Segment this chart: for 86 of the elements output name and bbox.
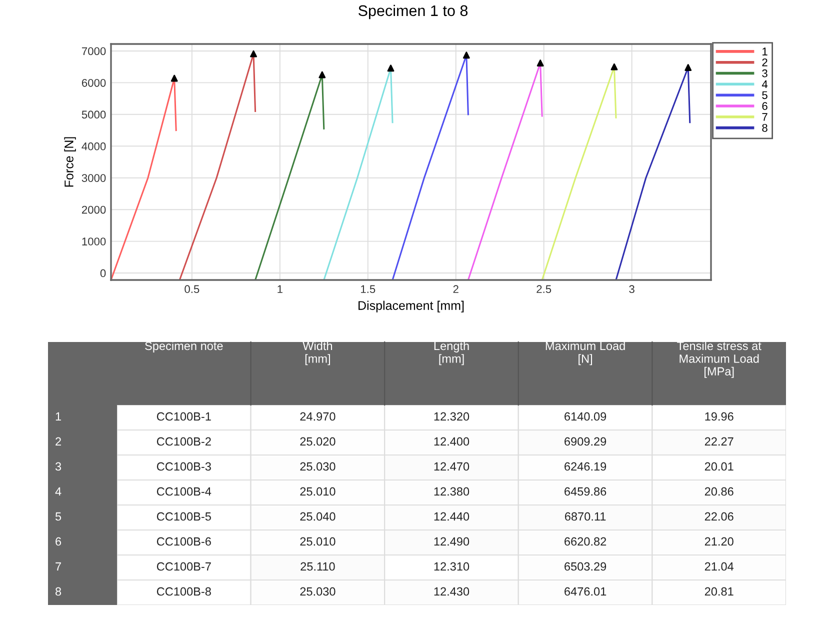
data-label: 21.20 [704,537,734,546]
data-label: 12.470 [434,462,470,471]
y-tick-label: 1 [56,412,61,421]
data-label: 22.06 [704,512,734,521]
point [250,50,257,58]
y-tick-label: 3 [55,462,62,471]
data-label: 6503.29 [564,562,606,571]
data-label: 25.010 [300,487,336,496]
text: CC100B-7 [156,562,211,571]
legend-label: 3 [762,69,768,78]
data-label: 6909.29 [564,437,606,446]
data-label: 6476.01 [564,587,606,596]
text: CC100B-6 [156,537,211,546]
y-tick-label: 4 [55,487,62,496]
point [170,74,178,82]
text: CC100B-8 [156,587,211,596]
point [536,60,544,67]
legend-label: 2 [762,58,768,66]
legend-label: 6 [762,102,768,110]
y-tick-label: 6 [56,537,62,546]
y-tick-label: 5000 [82,110,106,119]
y-tick-label: 7 [56,562,61,571]
x-tick-label: Tensile stress at Maximum Load [MPa] [677,341,762,378]
data-label: 12.400 [434,437,470,446]
x-tick-label: 1 [278,285,282,293]
data-label: 25.110 [300,562,335,571]
data-label: 6140.09 [564,412,606,421]
x-tick-label: 2 [453,285,458,293]
data-label: 12.430 [434,587,470,596]
x-tick-label: Maximum Load [N] [546,341,625,366]
data-label: 12.310 [434,562,470,571]
chart-title: Specimen 1 to 8 [358,4,468,20]
legend-label: 4 [762,80,768,88]
data-label: 19.96 [705,412,734,421]
legend-label: 1 [762,48,768,56]
y-axis-title: Force [N] [64,137,76,187]
x-tick-label: 2.5 [536,285,552,294]
y-tick-label: 2000 [82,206,106,214]
x-tick-label: 3 [629,285,634,294]
x-tick-label: 0.5 [184,285,200,294]
data-label: 25.030 [300,587,336,596]
text: CC100B-3 [156,462,211,471]
point [462,52,470,59]
y-tick-label: 3000 [82,174,106,182]
data-label: 6620.82 [564,537,606,546]
data-label: 24.970 [300,412,336,421]
x-tick-label: Length [mm] [434,341,469,366]
data-label: 6870.11 [565,512,606,521]
x-tick-label: 1.5 [361,285,376,294]
text: CC100B-2 [156,437,211,446]
point [387,64,394,72]
y-tick-label: 1000 [82,238,106,246]
y-tick-label: 0 [100,269,106,278]
data-label: 12.380 [434,487,470,496]
data-label: 20.86 [704,487,734,496]
point [610,63,618,70]
text: CC100B-5 [156,512,211,521]
x-axis-title: Displacement [mm] [358,300,464,312]
data-label: 12.320 [434,412,470,421]
x-tick-label: Specimen note [145,341,223,352]
legend-label: 7 [762,113,768,121]
y-tick-label: 8 [56,587,62,596]
data-label: 12.440 [434,512,470,521]
data-label: 25.020 [300,437,336,446]
y-tick-label: 6000 [82,78,106,87]
text: CC100B-4 [156,487,212,496]
legend-label: 8 [762,124,768,132]
point [684,64,692,71]
data-label: 20.01 [704,462,734,471]
data-label: 12.490 [434,537,470,546]
x-tick-label: Width [mm] [302,341,332,366]
point [318,71,326,78]
data-label: 6459.86 [564,487,606,496]
data-label: 6246.19 [564,462,606,471]
y-tick-label: 7000 [82,47,106,56]
data-label: 25.040 [300,512,336,521]
data-label: 22.27 [704,437,734,446]
y-tick-label: 2 [56,437,61,446]
y-tick-label: 4000 [82,142,106,150]
y-tick-label: 5 [55,512,62,521]
data-label: 21.04 [704,562,734,571]
data-label: 25.030 [300,462,336,471]
data-label: 25.010 [300,537,336,546]
data-label: 20.81 [704,587,734,596]
legend-label: 5 [762,91,768,100]
text: CC100B-1 [156,412,211,421]
